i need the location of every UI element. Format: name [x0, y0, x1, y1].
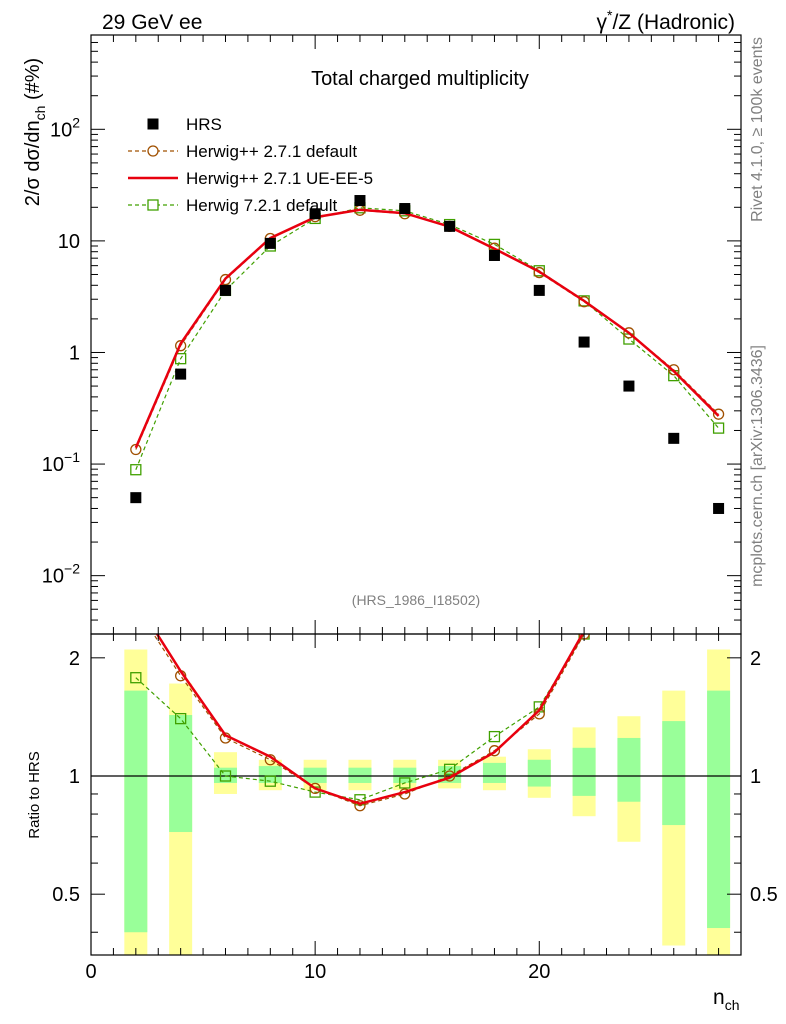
header-right: γ*/Z (Hadronic) [597, 7, 735, 34]
legend-label: Herwig++ 2.7.1 UE-EE-5 [186, 169, 373, 188]
legend-marker [147, 145, 159, 157]
series-herwig-7-2-1-default-line [135, 207, 720, 470]
header-left: 29 GeV ee [102, 11, 202, 34]
series-herwig-2-7-1-default-point [219, 273, 232, 286]
ratio-tick-label: 0.5 [52, 884, 80, 906]
y-tick-label: 10 [58, 231, 80, 253]
x-tick-label: 10 [304, 961, 326, 983]
x-tick-label: 0 [85, 961, 96, 983]
hrs-data-point [444, 220, 456, 232]
ratio-band-inner [707, 690, 731, 929]
ratio-herwig-2-7-1-default-point [624, 584, 634, 594]
series-herwig-2-7-1-ue-ee-5-line [134, 208, 720, 449]
ratio-band-inner [527, 759, 551, 787]
ratio-band-inner [213, 767, 237, 783]
legend-label: Herwig++ 2.7.1 default [186, 142, 357, 161]
ratio-band-inner [617, 737, 641, 802]
ratio-tick-label: 2 [750, 648, 761, 670]
ratio-band-inner [258, 766, 282, 783]
hrs-data-point [130, 492, 142, 504]
hrs-data-point [354, 195, 366, 207]
ratio-axis-ticks: 0 10 20 0.5 0.5 1 1 2 2 [52, 634, 778, 983]
series-herwig-2-7-1-default-point [130, 443, 142, 456]
ratio-herwig-7-2-1-default-point [175, 712, 187, 725]
ratio-herwig-7-2-1-default-point [399, 777, 411, 789]
ratio-band-inner [124, 690, 148, 933]
main-axis-ticks: 10−2 10−1 1 10 102 [42, 34, 742, 635]
main-plot-area [130, 195, 725, 514]
ratio-panel: 0 10 20 0.5 0.5 1 1 2 2 Ratio to HRS nch [26, 439, 778, 1013]
chart-title: Total charged multiplicity [311, 68, 529, 90]
ratio-tick-label: 0.5 [750, 884, 778, 906]
ratio-herwig-7-2-1-default-point [219, 770, 232, 782]
ratio-band-inner [169, 715, 193, 833]
ratio-herwig-7-2-1-default-point [624, 605, 634, 615]
ratio-band-inner [348, 767, 372, 783]
series-herwig-2-7-1-default-line [135, 209, 720, 450]
series-herwig-2-7-1-default-point [175, 340, 187, 352]
ratio-tick-label: 1 [69, 766, 80, 788]
ratio-band-inner [393, 767, 417, 783]
series-herwig-2-7-1-default-point [623, 327, 635, 339]
ratio-herwig-7-2-1-default-point [130, 672, 142, 684]
hrs-data-point [219, 284, 231, 296]
hrs-data-point [668, 432, 680, 444]
ratio-y-label: Ratio to HRS [26, 751, 43, 839]
series-herwig-2-7-1-default-point [578, 296, 590, 308]
legend: HRS Herwig++ 2.7.1 default Herwig++ 2.7.1 … [128, 115, 373, 215]
y-tick-label: 102 [50, 114, 80, 141]
ratio-herwig-2-7-1-default-point [131, 602, 141, 612]
ratio-plot-area [91, 439, 741, 955]
ratio-band-inner [303, 767, 327, 783]
legend-hrs-marker [147, 118, 159, 130]
y-tick-label: 10−2 [42, 561, 80, 588]
series-herwig-7-2-1-default-point [712, 422, 725, 434]
y-tick-label: 10−1 [42, 449, 80, 476]
legend-label: Herwig 7.2.1 default [186, 196, 337, 215]
x-tick-label: 20 [528, 961, 550, 983]
ratio-herwig-7-2-1-default-point [488, 730, 501, 743]
ratio-herwig-7-2-1-default-point [669, 553, 679, 563]
main-panel: 10−2 10−1 1 10 102 Total charged multiplicit… [22, 34, 742, 635]
ratio-herwig-2-7-1-default-point [488, 745, 501, 757]
series-herwig-2-7-1-default-point [533, 266, 545, 279]
ratio-herwig-2-7-1-default-point [714, 439, 724, 449]
ratio-tick-label: 2 [69, 648, 80, 670]
rivet-label: Rivet 4.1.0, ≥ 100k events [749, 37, 766, 222]
legend-marker [147, 199, 159, 211]
x-axis-label: nch [713, 986, 739, 1013]
ratio-herwig-2-7-1-default-point [309, 782, 321, 795]
hrs-data-point [623, 380, 635, 392]
y-axis-label: 2/σ dσ/dnch (#%) [22, 58, 48, 206]
mcplots-label: mcplots.cern.ch [arXiv:1306.3436] [749, 345, 766, 587]
ratio-herwig-7-2-1-default-point [264, 775, 276, 787]
series-herwig-7-2-1-default-point [130, 464, 142, 476]
legend-hrs-label: HRS [186, 115, 222, 134]
hrs-data-point [399, 203, 411, 215]
ratio-frame [90, 633, 742, 956]
hrs-data-point [713, 502, 725, 514]
series-herwig-2-7-1-default-point [712, 408, 725, 420]
hrs-data-point [533, 284, 545, 296]
ratio-band-inner [662, 721, 686, 826]
hrs-data-point [488, 249, 500, 261]
series-herwig-2-7-1-default-point [668, 364, 680, 376]
ratio-band-inner [572, 747, 596, 796]
ratio-herwig-2-7-1-default-point [354, 800, 366, 812]
hrs-data-point [309, 208, 321, 220]
hrs-data-point [175, 368, 187, 380]
ratio-herwig-7-2-1-default-point [714, 490, 724, 500]
ratio-herwig-7-2-1-default-line [135, 634, 586, 801]
hrs-data-point [578, 336, 590, 348]
ratio-tick-label: 1 [750, 766, 761, 788]
hrs-data-point [264, 237, 276, 249]
y-tick-label: 1 [69, 342, 80, 364]
ratio-herwig-2-7-1-default-point [669, 535, 679, 545]
ratio-herwig-7-2-1-default-point [443, 763, 456, 775]
ratio-herwig-2-7-1-ue-ee-5-line [155, 634, 584, 806]
analysis-tag: (HRS_1986_I18502) [352, 592, 480, 608]
ratio-band-inner [482, 762, 506, 783]
